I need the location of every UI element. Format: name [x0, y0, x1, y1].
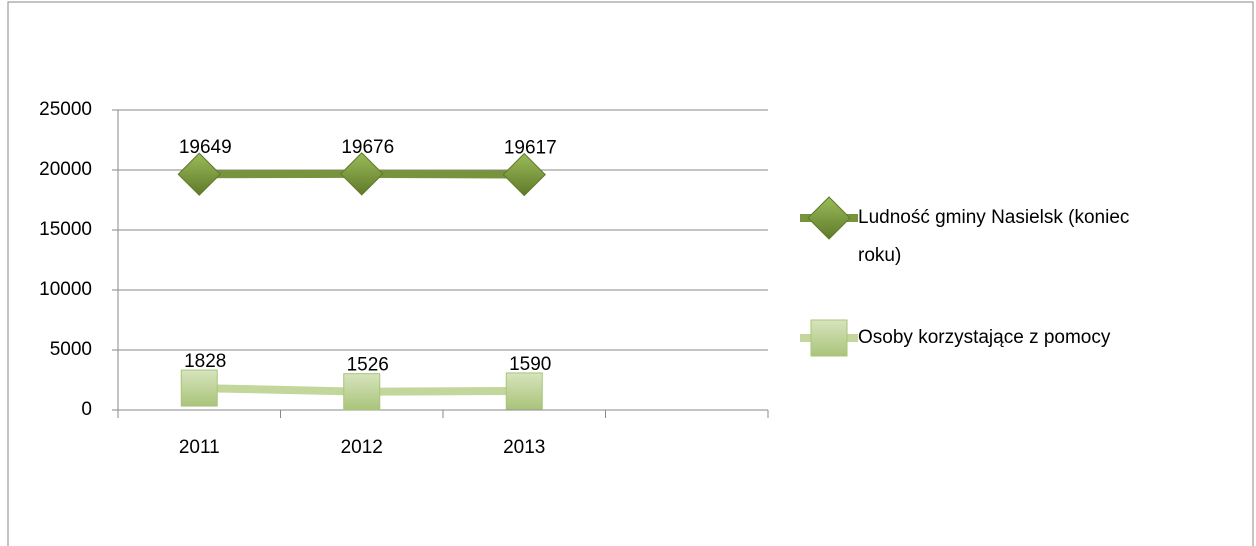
y-tick-label: 10000 [39, 279, 92, 300]
data-label: 1590 [509, 354, 551, 375]
y-tick-label: 20000 [39, 159, 92, 180]
x-tick-label: 2011 [179, 437, 220, 458]
y-tick-label: 0 [81, 399, 92, 420]
data-label: 19617 [504, 138, 557, 159]
marker [343, 373, 381, 411]
data-label: 19649 [179, 137, 232, 158]
marker [505, 372, 543, 410]
data-label: 19676 [341, 137, 394, 158]
data-label: 1526 [347, 355, 389, 376]
marker [177, 152, 221, 196]
y-tick-label: 5000 [50, 339, 92, 360]
legend-label: Ludność gminy Nasielsk (koniec roku) [858, 207, 1129, 266]
y-tick-label: 25000 [39, 99, 92, 120]
data-label: 1828 [184, 351, 226, 372]
marker [807, 196, 851, 240]
chart-border [7, 1, 1254, 546]
x-tick-label: 2012 [341, 437, 383, 458]
marker [502, 152, 546, 197]
legend-label: Osoby korzystające z pomocy [858, 327, 1111, 348]
marker [180, 369, 218, 407]
marker [810, 319, 848, 357]
y-tick-label: 15000 [39, 219, 92, 240]
marker [340, 152, 384, 196]
x-tick-label: 2013 [503, 437, 545, 458]
